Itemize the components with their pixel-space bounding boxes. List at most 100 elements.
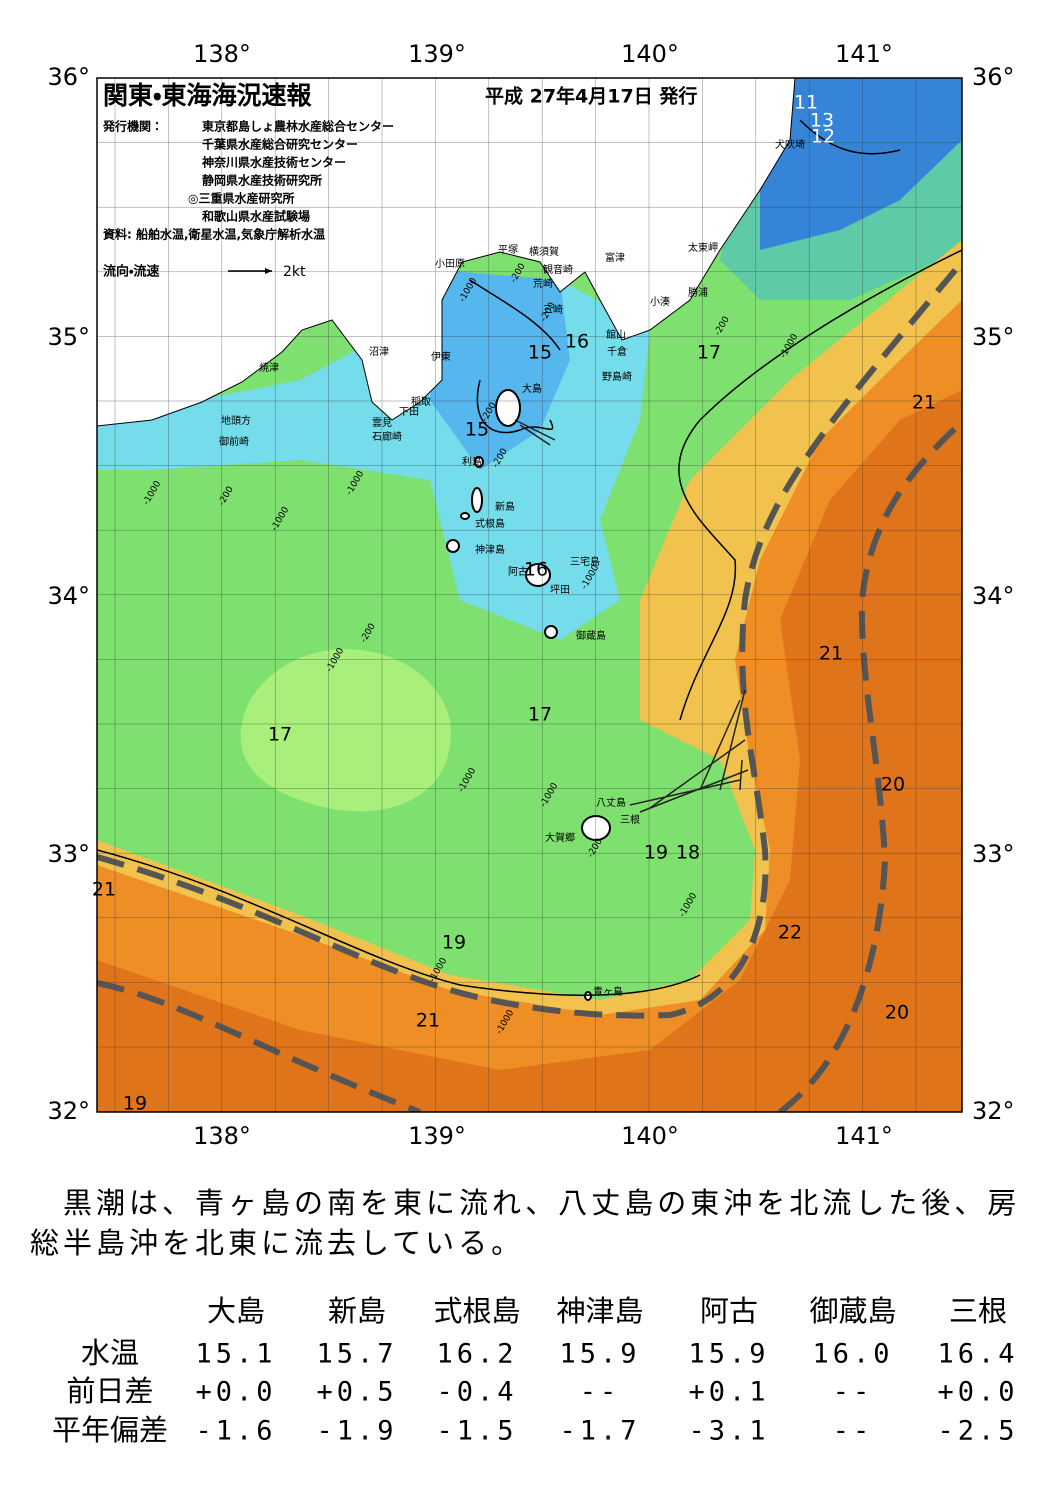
isotherm-label: 17 <box>697 342 721 364</box>
cell: -3.1 <box>688 1416 769 1447</box>
isotherm-label: 12 <box>811 126 835 148</box>
lon-label: 140° <box>621 1122 679 1150</box>
map: 関東・東海海況速報 平成 27年4月17日 発行 発行機関： 資料: 船舶水温,… <box>47 40 1015 1150</box>
place-name: 平塚 <box>498 244 518 256</box>
lat-label: 32° <box>972 1097 1015 1125</box>
row-label: 水温 <box>81 1336 139 1370</box>
cell: -0.4 <box>436 1377 517 1408</box>
place-name: 御前崎 <box>219 435 249 448</box>
place-name: 焼津 <box>259 362 279 374</box>
place-name: 坪田 <box>550 583 570 596</box>
lon-label: 139° <box>408 1122 466 1150</box>
place-name: 太東岬 <box>688 241 718 254</box>
place-name: 雲見 <box>372 417 392 429</box>
publisher: 東京都島しょ農林水産総合センター <box>202 119 394 134</box>
column-header: 阿古 <box>700 1294 758 1328</box>
place-name: 稲取 <box>411 396 431 408</box>
cell: +0.0 <box>937 1377 1018 1408</box>
place-name: 式根島 <box>475 517 505 530</box>
cell: -1.6 <box>195 1416 276 1447</box>
place-name: 利島 <box>462 455 482 468</box>
publisher: 静岡県水産技術研究所 <box>202 173 322 188</box>
isotherm-label: 22 <box>778 922 802 944</box>
place-name: 千倉 <box>607 346 627 358</box>
place-name: 地頭方 <box>221 414 251 427</box>
lon-label: 138° <box>193 1122 251 1150</box>
lon-label: 140° <box>621 40 679 68</box>
place-name: 八丈島 <box>596 796 626 809</box>
row-label: 前日差 <box>66 1374 153 1408</box>
place-name: 勝浦 <box>688 286 708 299</box>
legend-speed: 2kt <box>283 264 306 280</box>
column-header: 式根島 <box>433 1294 520 1328</box>
cell: 16.2 <box>436 1339 517 1370</box>
isotherm-label: 19 <box>442 932 466 954</box>
isotherm-label: 20 <box>885 1002 909 1024</box>
place-name: 石廊崎 <box>372 430 402 443</box>
lon-label: 141° <box>835 1122 893 1150</box>
isotherm-label: 20 <box>881 774 905 796</box>
isotherm-label: 13 <box>810 110 834 132</box>
place-name: 荒崎 <box>533 277 553 290</box>
column-header: 大島 <box>207 1294 265 1328</box>
column-header: 神津島 <box>556 1294 643 1328</box>
lat-label: 35° <box>972 323 1015 351</box>
lat-label: 34° <box>47 582 90 610</box>
description: 黒潮は、青ヶ島の南を東に流れ、八丈島の東沖を北流した後、房総半島沖を北東に流去し… <box>30 1186 1021 1260</box>
column-header: 三根 <box>949 1294 1007 1328</box>
lon-label: 139° <box>408 40 466 68</box>
place-name: 沼津 <box>369 345 389 358</box>
cell: -- <box>833 1416 874 1447</box>
date: 平成 27年4月17日 発行 <box>485 85 697 108</box>
isotherm-label: 16 <box>565 331 589 353</box>
publisher: 神奈川県水産技術センター <box>201 155 346 170</box>
place-name: 神津島 <box>475 543 505 556</box>
cell: -1.5 <box>436 1416 517 1447</box>
publisher-label: 発行機関： <box>102 119 163 134</box>
cell: -- <box>580 1377 621 1408</box>
sea <box>97 78 962 1112</box>
cell: -1.9 <box>316 1416 397 1447</box>
cell: -1.7 <box>559 1416 640 1447</box>
place-name: 阿古 <box>508 565 528 578</box>
cell: 15.1 <box>195 1339 276 1370</box>
isotherm-label: 17 <box>528 704 552 726</box>
place-name: 三宅島 <box>570 555 600 568</box>
place-name: 富津 <box>605 251 625 264</box>
isotherm-label: 17 <box>268 724 292 746</box>
lat-label: 33° <box>47 840 90 868</box>
place-name: 観音崎 <box>543 263 573 276</box>
isotherm-label: 19 <box>123 1093 147 1115</box>
isotherm-label: 21 <box>416 1010 440 1032</box>
lat-label: 35° <box>47 323 90 351</box>
isotherm-label: 16 <box>524 559 548 581</box>
place-name: 伊東 <box>431 350 451 363</box>
lat-label: 36° <box>47 63 90 91</box>
isotherm-label: 15 <box>528 342 552 364</box>
column-header: 新島 <box>328 1294 386 1328</box>
cell: 15.9 <box>559 1339 640 1370</box>
lon-label: 138° <box>193 40 251 68</box>
isotherm-label: 15 <box>465 419 489 441</box>
place-name: 青ヶ島 <box>593 985 623 998</box>
lon-label: 141° <box>835 40 893 68</box>
cell: +0.1 <box>688 1377 769 1408</box>
legend-arrowhead <box>265 268 272 274</box>
place-name: 大島 <box>522 382 542 395</box>
cell: 16.0 <box>812 1339 893 1370</box>
place-name: 野島崎 <box>602 370 632 383</box>
place-name: 大賀郷 <box>545 831 575 844</box>
place-name: 横須賀 <box>529 245 559 258</box>
lat-label: 34° <box>972 582 1015 610</box>
isotherm-label: 19 <box>644 842 668 864</box>
publisher: 千葉県水産総合研究センター <box>202 137 358 152</box>
place-name: 下田 <box>399 407 419 418</box>
title: 関東・東海海況速報 <box>103 81 313 110</box>
publisher: ◎三重県水産研究所 <box>188 191 294 206</box>
cell: +0.0 <box>195 1377 276 1408</box>
publisher: 和歌山県水産試験場 <box>201 209 310 224</box>
place-name: 新島 <box>495 500 515 513</box>
isotherm-label: 18 <box>676 842 700 864</box>
isotherm-label: 21 <box>819 643 843 665</box>
